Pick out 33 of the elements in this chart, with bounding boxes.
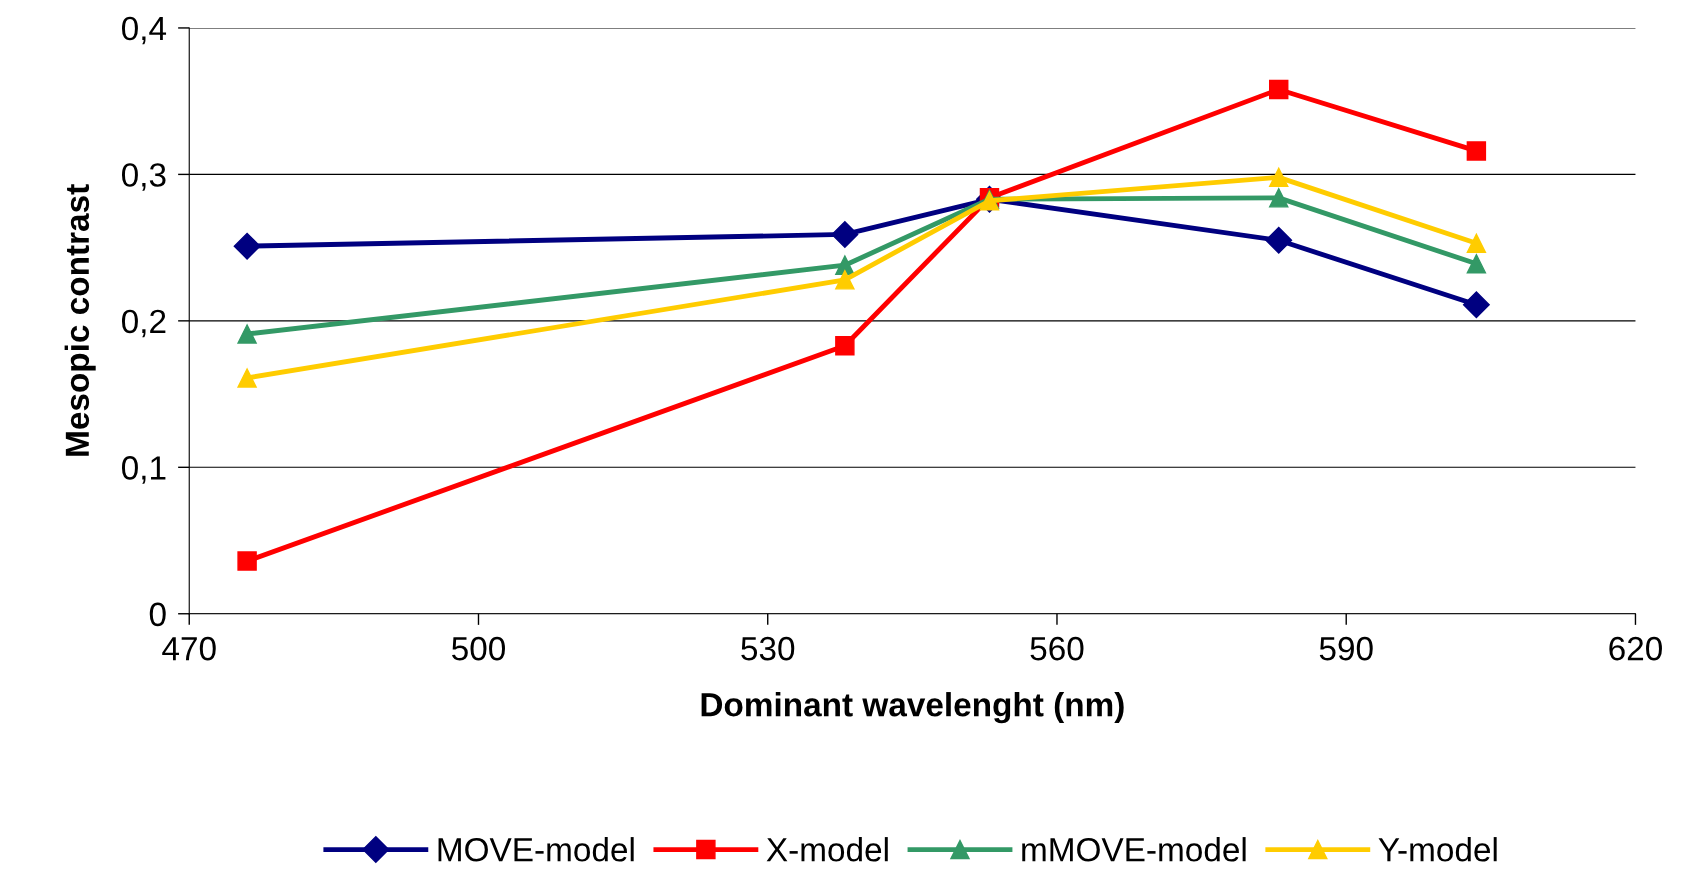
y-axis-title: Mesopic contrast bbox=[64, 184, 96, 456]
point bbox=[1269, 79, 1289, 100]
x-tick-label: 530 bbox=[741, 636, 795, 661]
legend-label: X-model bbox=[766, 837, 888, 862]
point bbox=[831, 220, 859, 248]
x-tick-label: 620 bbox=[1609, 636, 1662, 661]
legend-label: Y-model bbox=[1378, 837, 1497, 862]
point bbox=[1466, 233, 1487, 253]
x-tick-label: 500 bbox=[452, 636, 505, 661]
point bbox=[237, 551, 257, 571]
y-tick-label: 0,4 bbox=[121, 16, 167, 45]
point bbox=[1269, 188, 1289, 208]
x-tick-label: 590 bbox=[1319, 636, 1373, 661]
y-tick-label: 0,2 bbox=[121, 309, 166, 338]
point bbox=[1269, 167, 1289, 188]
point bbox=[233, 232, 261, 260]
x-axis-title: Dominant wavelenght (nm) bbox=[701, 692, 1124, 724]
y-tick-label: 0,1 bbox=[121, 456, 166, 484]
legend-label: MOVE-model bbox=[438, 837, 634, 862]
point bbox=[835, 270, 855, 290]
point bbox=[237, 324, 257, 344]
x-tick-label: 470 bbox=[162, 636, 216, 661]
point bbox=[1466, 254, 1487, 274]
y-tick-label: 0 bbox=[149, 602, 166, 627]
point bbox=[1462, 291, 1490, 319]
y-tick-label: 0,3 bbox=[121, 163, 166, 191]
point bbox=[835, 255, 855, 275]
point bbox=[835, 336, 855, 356]
x-tick-label: 560 bbox=[1030, 636, 1084, 661]
legend-label: mMOVE-model bbox=[1022, 837, 1246, 862]
point bbox=[1265, 226, 1293, 254]
point bbox=[237, 368, 257, 388]
point bbox=[1466, 141, 1487, 161]
